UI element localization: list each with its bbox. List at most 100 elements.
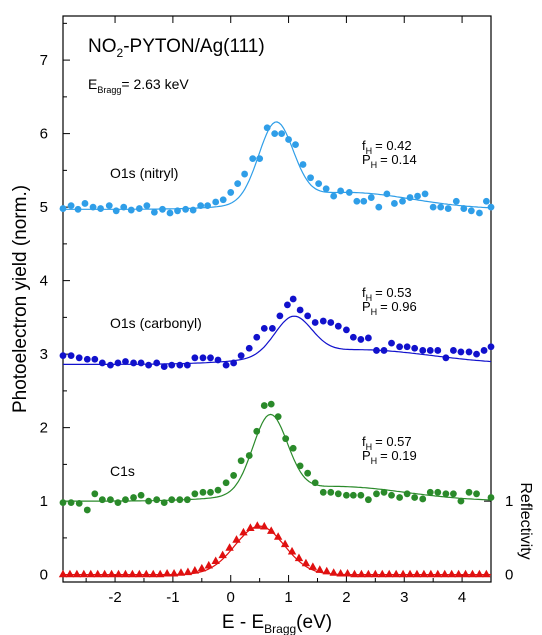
data-point-2 (114, 499, 122, 507)
right-tick-label: 0 (505, 567, 513, 584)
data-point-2 (319, 488, 327, 496)
ticks-layer: -2 -1 0 1 2 3 4 0 1 2 3 4 5 6 7 0 1 (40, 16, 513, 606)
data-point-0 (391, 200, 398, 207)
data-point-2 (373, 490, 380, 498)
data-point-0 (421, 190, 429, 198)
data-point-0 (482, 197, 490, 205)
data-point-3 (482, 569, 491, 578)
data-point-1 (480, 347, 488, 354)
data-point-0 (360, 197, 368, 205)
data-point-1 (296, 306, 304, 314)
data-point-0 (249, 155, 257, 163)
data-point-0 (414, 192, 421, 200)
data-point-2 (83, 506, 91, 514)
data-point-3 (79, 569, 89, 578)
data-point-1 (357, 336, 365, 343)
data-point-1 (253, 333, 261, 341)
data-point-2 (473, 490, 480, 498)
data-point-3 (461, 569, 470, 578)
data-point-3 (211, 556, 220, 565)
data-point-3 (273, 532, 283, 540)
data-point-2 (465, 488, 473, 496)
data-point-3 (336, 568, 345, 577)
y-tick-label: 7 (40, 52, 48, 69)
data-point-3 (197, 563, 207, 572)
data-point-0 (120, 203, 128, 211)
data-point-0 (219, 196, 227, 204)
data-point-1 (327, 319, 335, 326)
data-point-3 (391, 569, 401, 578)
data-point-2 (364, 496, 372, 504)
data-point-3 (398, 569, 408, 578)
data-point-1 (276, 312, 284, 320)
data-point-3 (322, 566, 331, 575)
data-point-0 (74, 205, 82, 213)
ph-carbonyl: PH = 0.96 (362, 299, 417, 317)
data-point-2 (419, 495, 427, 503)
data-point-0 (59, 205, 67, 212)
data-point-0 (353, 197, 361, 205)
data-point-2 (296, 462, 304, 470)
data-point-2 (214, 486, 222, 494)
x-tick-label: -1 (166, 589, 179, 606)
data-point-1 (334, 322, 342, 330)
data-point-2 (168, 496, 176, 504)
plot-frame (62, 15, 492, 583)
data-point-2 (191, 490, 199, 498)
data-point-3 (142, 569, 151, 578)
data-point-1 (465, 348, 473, 356)
data-point-1 (191, 354, 199, 362)
data-point-1 (268, 325, 276, 332)
x-tick-label: 0 (227, 589, 235, 606)
series-label-nitryl: O1s (nitryl) (110, 165, 178, 181)
data-point-0 (89, 203, 97, 211)
data-point-2 (176, 496, 184, 504)
fit-line-3 (63, 525, 491, 576)
data-point-3 (357, 569, 366, 578)
data-point-0 (150, 208, 158, 216)
data-point-0 (105, 202, 113, 210)
data-point-3 (232, 535, 241, 543)
data-point-3 (419, 569, 429, 578)
data-point-3 (433, 569, 442, 578)
data-point-1 (411, 344, 419, 352)
data-point-1 (426, 347, 434, 354)
data-point-3 (343, 568, 352, 577)
data-point-3 (93, 569, 102, 578)
x-tick-label: 1 (284, 589, 292, 606)
data-point-2 (380, 488, 388, 496)
data-point-2 (160, 499, 168, 507)
data-point-0 (292, 141, 299, 149)
data-point-3 (308, 562, 318, 570)
data-point-1 (311, 319, 319, 326)
data-point-1 (83, 355, 91, 363)
data-point-2 (434, 488, 442, 496)
data-point-1 (373, 347, 380, 354)
data-point-0 (212, 198, 220, 206)
data-point-2 (327, 488, 335, 496)
data-point-2 (245, 452, 253, 459)
data-point-2 (343, 491, 350, 499)
fh-nitryl: fH = 0.42 (362, 138, 412, 156)
data-point-0 (189, 206, 197, 214)
points-layer (58, 124, 495, 578)
data-point-0 (182, 205, 190, 213)
data-point-0 (204, 202, 211, 210)
data-point-0 (487, 203, 495, 211)
data-point-1 (168, 361, 176, 369)
y-tick-label: 3 (40, 346, 48, 363)
data-point-0 (278, 130, 286, 138)
x-tick-label: 2 (342, 589, 350, 606)
data-point-0 (159, 205, 166, 213)
y-tick-label: 6 (40, 126, 48, 143)
data-point-2 (388, 491, 395, 499)
data-point-3 (260, 521, 269, 530)
data-point-3 (280, 539, 290, 548)
data-point-2 (230, 472, 238, 479)
data-point-3 (426, 569, 436, 578)
data-point-0 (452, 197, 460, 205)
data-point-3 (246, 523, 255, 531)
data-point-0 (322, 185, 330, 193)
data-point-0 (166, 209, 174, 217)
